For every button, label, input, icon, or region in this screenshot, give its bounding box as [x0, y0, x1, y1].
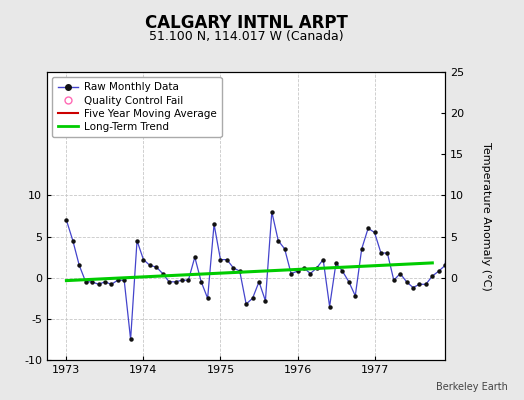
Text: CALGARY INTNL ARPT: CALGARY INTNL ARPT — [145, 14, 348, 32]
Text: Berkeley Earth: Berkeley Earth — [436, 382, 508, 392]
Y-axis label: Temperature Anomaly (°C): Temperature Anomaly (°C) — [481, 142, 491, 290]
Legend: Raw Monthly Data, Quality Control Fail, Five Year Moving Average, Long-Term Tren: Raw Monthly Data, Quality Control Fail, … — [52, 77, 222, 137]
Text: 51.100 N, 114.017 W (Canada): 51.100 N, 114.017 W (Canada) — [149, 30, 344, 43]
